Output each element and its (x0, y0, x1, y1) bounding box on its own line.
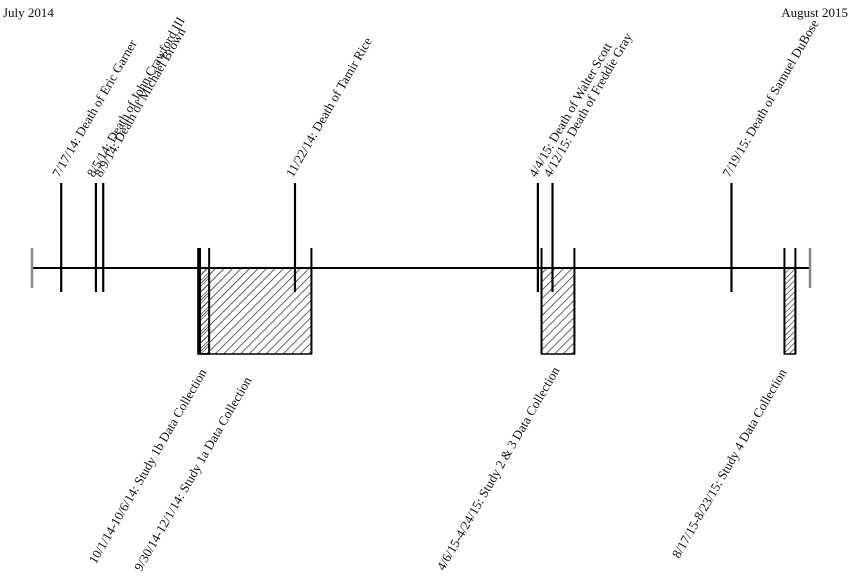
data-collection-period (783, 248, 797, 355)
data-collection-period (540, 248, 576, 355)
data-collection-period (197, 248, 313, 355)
period-label: 8/17/15-8/23/15: Study 4 Data Collection (669, 366, 790, 561)
period-bar (197, 267, 313, 355)
event-marker: 7/19/15: Death of Samuel DuBose (719, 17, 822, 292)
event-label: 7/19/15: Death of Samuel DuBose (719, 17, 822, 180)
period-bar (783, 267, 797, 355)
event-label: 4/12/15: Death of Freddie Gray (540, 30, 635, 180)
period-label: 4/6/15-4/24/15: Study 2 & 3 Data Collect… (433, 364, 563, 573)
start-date-label: July 2014 (3, 5, 54, 20)
event-marker: 11/22/14: Death of Tamir Rice (283, 34, 375, 292)
data-collection-periods: 10/1/14-10/6/14: Study 1b Data Collectio… (85, 248, 797, 574)
event-label: 11/22/14: Death of Tamir Rice (283, 34, 375, 179)
period-bar (540, 267, 576, 355)
end-date-label: August 2015 (781, 5, 848, 20)
event-label: 4/4/15: Death of Walter Scott (525, 40, 614, 180)
event-marker: 8/9/14: Death of Michael Brown (91, 25, 189, 292)
